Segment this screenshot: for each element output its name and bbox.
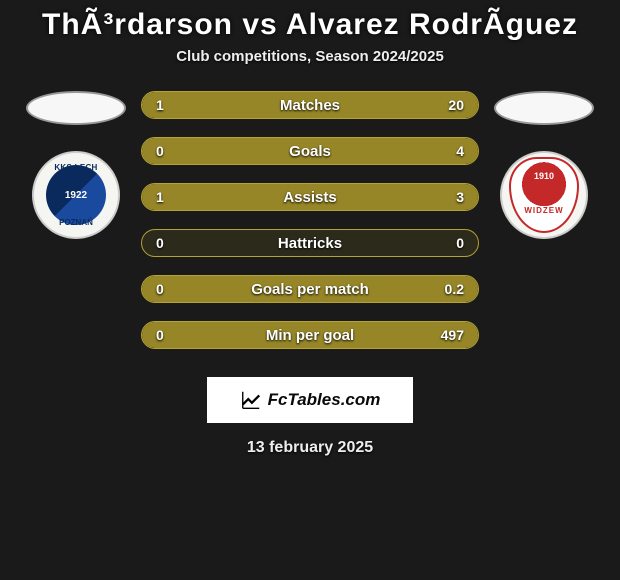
club-badge-right: 1910 WIDZEW [500,151,588,239]
badge-left-top: KKS LECH [54,163,97,172]
player-ellipse-left [26,91,126,125]
club-badge-left: KKS LECH 1922 POZNAŃ [32,151,120,239]
stat-right-value: 0 [456,235,464,251]
stat-row: 1Matches20 [141,91,479,119]
stat-row: 0Min per goal497 [141,321,479,349]
footer-brand-text: FcTables.com [268,390,381,410]
content-row: KKS LECH 1922 POZNAŃ 1Matches200Goals41A… [0,91,620,349]
stat-row: 0Goals per match0.2 [141,275,479,303]
stat-row: 0Goals4 [141,137,479,165]
left-side: KKS LECH 1922 POZNAŃ [23,91,129,239]
comparison-card: ThÃ³rdarson vs Alvarez RodrÃ­guez Club c… [0,0,620,580]
badge-left-mid: 1922 [65,190,87,201]
stat-right-value: 497 [441,327,464,343]
stat-label: Goals per match [142,281,478,298]
stat-right-value: 4 [456,143,464,159]
badge-right-name: WIDZEW [524,206,563,215]
footer-brand[interactable]: FcTables.com [207,377,413,423]
stat-label: Min per goal [142,327,478,344]
subtitle: Club competitions, Season 2024/2025 [0,48,620,65]
chart-icon [240,389,262,411]
page-title: ThÃ³rdarson vs Alvarez RodrÃ­guez [0,8,620,42]
stat-row: 0Hattricks0 [141,229,479,257]
badge-right-year: 1910 [534,171,554,181]
stat-right-value: 20 [448,97,464,113]
stat-right-value: 3 [456,189,464,205]
footer-date: 13 february 2025 [0,439,620,457]
stat-label: Hattricks [142,235,478,252]
right-side: 1910 WIDZEW [491,91,597,239]
stat-label: Matches [142,97,478,114]
stat-label: Assists [142,189,478,206]
badge-left-bottom: POZNAŃ [59,218,93,227]
stat-row: 1Assists3 [141,183,479,211]
comparison-bars: 1Matches200Goals41Assists30Hattricks00Go… [141,91,479,349]
stat-right-value: 0.2 [445,281,464,297]
stat-label: Goals [142,143,478,160]
player-ellipse-right [494,91,594,125]
